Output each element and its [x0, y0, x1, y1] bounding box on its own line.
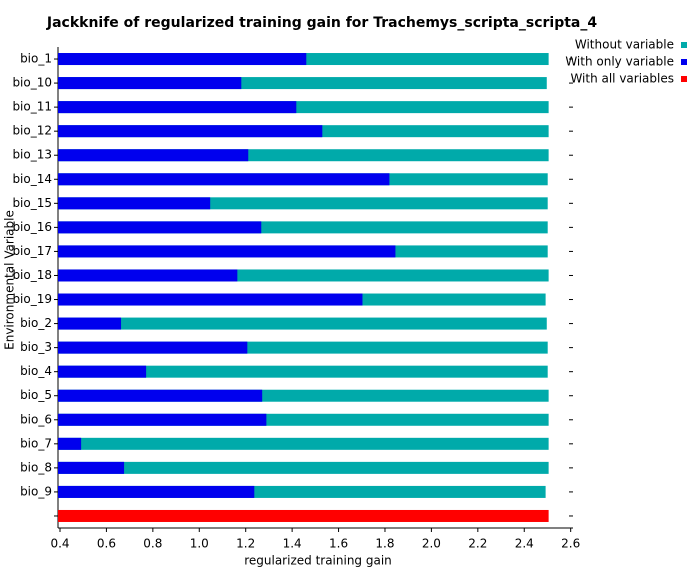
y-tick-label: bio_6	[20, 412, 52, 426]
bar	[58, 101, 297, 114]
x-tick-label: 0.4	[50, 537, 69, 551]
y-tick-label: bio_13	[12, 148, 52, 162]
bar	[58, 125, 323, 138]
x-tick-label: 1.2	[236, 537, 255, 551]
y-tick-label: bio_11	[12, 100, 52, 114]
y-tick-label: bio_3	[20, 340, 52, 354]
x-tick-label: 2.0	[422, 537, 441, 551]
y-tick-label: bio_7	[20, 436, 52, 450]
bar	[58, 317, 122, 330]
legend-label: Without variable	[575, 38, 674, 52]
y-tick-label: bio_18	[12, 268, 52, 282]
legend-swatch	[681, 42, 687, 48]
y-tick-label: bio_15	[12, 196, 52, 210]
x-tick-label: 0.8	[143, 537, 162, 551]
bar	[58, 365, 548, 378]
y-tick-label: bio_5	[20, 388, 52, 402]
y-tick-label: bio_10	[12, 76, 52, 90]
bar	[58, 461, 549, 474]
bar	[58, 413, 267, 426]
bar	[58, 317, 547, 330]
y-tick-label: bio_8	[20, 460, 52, 474]
bar	[58, 173, 390, 186]
chart-title: Jackknife of regularized training gain f…	[46, 15, 597, 31]
bar	[58, 461, 125, 474]
bar	[58, 77, 242, 90]
bar	[58, 509, 549, 522]
legend-label: With all variables	[570, 72, 674, 86]
legend-swatch	[681, 59, 687, 65]
bar	[58, 437, 82, 450]
bar	[58, 293, 363, 306]
y-tick-label: bio_14	[12, 172, 52, 186]
y-tick-label: bio_16	[12, 220, 52, 234]
y-tick-label: bio_2	[20, 316, 52, 330]
bar	[58, 269, 238, 282]
bar	[58, 197, 211, 210]
y-tick-label: bio_1	[20, 52, 52, 66]
y-tick-label: bio_4	[20, 364, 52, 378]
bar	[58, 437, 549, 450]
y-tick-label: bio_19	[12, 292, 52, 306]
bar	[58, 245, 396, 258]
y-tick-label: bio_12	[12, 124, 52, 138]
legend-swatch	[681, 76, 687, 82]
x-tick-label: 2.6	[561, 537, 580, 551]
bar	[58, 221, 262, 234]
x-tick-label: 2.2	[468, 537, 487, 551]
y-axis-label: Environmental Variable	[3, 210, 17, 350]
y-tick-label: bio_9	[20, 484, 52, 498]
x-tick-label: 1.4	[283, 537, 302, 551]
x-tick-label: 1.6	[329, 537, 348, 551]
x-axis-label: regularized training gain	[244, 554, 392, 568]
x-tick-label: 1.8	[375, 537, 394, 551]
x-tick-label: 2.4	[515, 537, 534, 551]
bar	[58, 53, 307, 66]
x-tick-label: 1.0	[190, 537, 209, 551]
bar	[58, 389, 263, 402]
bar	[58, 149, 249, 162]
legend-label: With only variable	[565, 55, 674, 69]
bar	[58, 341, 248, 354]
x-tick-label: 0.6	[97, 537, 116, 551]
bar	[58, 365, 147, 378]
y-tick-label: bio_17	[12, 244, 52, 258]
bar	[58, 485, 255, 498]
